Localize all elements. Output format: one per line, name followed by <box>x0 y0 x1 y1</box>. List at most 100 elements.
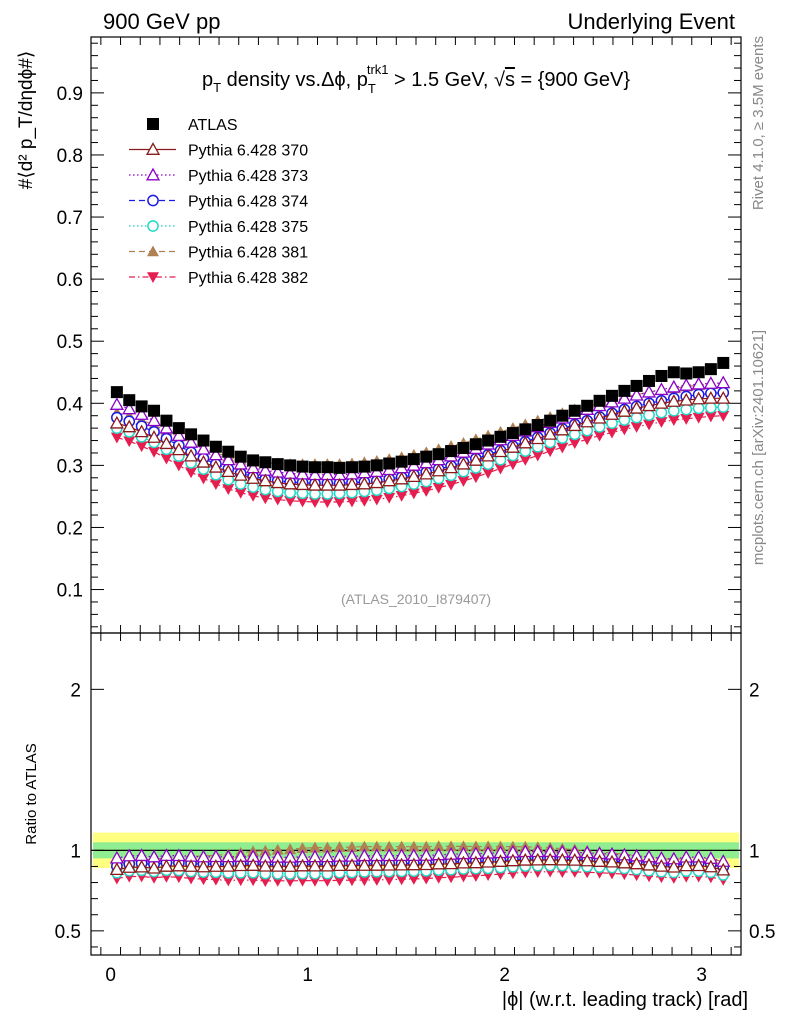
ratio-point-p382 <box>222 875 235 887</box>
y-tick-label: 0.9 <box>57 84 83 105</box>
point-ATLAS <box>680 367 693 380</box>
point-p382 <box>618 424 631 436</box>
ratio-point-p381 <box>308 841 321 853</box>
point-p382 <box>358 495 371 507</box>
point-ATLAS <box>358 460 371 473</box>
point-p382 <box>321 497 334 509</box>
ratio-point-p381 <box>420 840 433 852</box>
ratio-point-p381 <box>345 841 358 852</box>
point-p382 <box>271 494 284 506</box>
ratio-point-p381 <box>383 840 396 852</box>
y-tick-label: 0.6 <box>57 270 83 291</box>
point-ATLAS <box>432 448 445 461</box>
point-p370 <box>691 391 706 405</box>
point-ATLAS <box>308 461 321 474</box>
point-p370 <box>604 407 620 420</box>
point-p373 <box>171 428 186 442</box>
ratio-point-p370 <box>208 859 223 872</box>
point-p375 <box>705 401 717 414</box>
point-p370 <box>468 453 483 466</box>
point-ATLAS <box>209 440 222 453</box>
point-p370 <box>518 435 533 449</box>
y-tick-label: 0.7 <box>57 208 83 229</box>
point-p370 <box>456 456 471 470</box>
point-ATLAS <box>383 457 396 470</box>
point-p370 <box>295 477 310 491</box>
x-tick-label: 3 <box>696 965 707 986</box>
point-p370 <box>357 476 372 490</box>
point-p382 <box>556 442 569 454</box>
ratio-point-p370 <box>679 858 694 872</box>
point-p382 <box>110 432 123 444</box>
ratio-point-p381 <box>333 841 346 852</box>
point-ATLAS <box>618 384 631 397</box>
ratio-point-p381 <box>370 840 383 852</box>
ratio-point-p370 <box>246 858 261 871</box>
ratio-point-p370 <box>122 860 137 873</box>
ratio-point-p370 <box>617 855 632 869</box>
point-p382 <box>370 494 383 506</box>
point-p382 <box>432 482 445 494</box>
ratio-point-p381 <box>271 843 284 855</box>
ratio-point-p381 <box>321 841 334 853</box>
point-ATLAS <box>667 366 680 379</box>
point-p370 <box>307 477 323 491</box>
point-ATLAS <box>605 389 618 402</box>
point-p370 <box>567 418 582 432</box>
ratio-point-p381 <box>358 840 371 852</box>
point-p370 <box>654 395 669 409</box>
point-p382 <box>296 496 309 508</box>
point-ATLAS <box>506 427 519 440</box>
point-p375 <box>643 409 655 421</box>
point-p382 <box>123 436 136 448</box>
legend-marker <box>147 272 159 283</box>
point-p382 <box>568 438 581 450</box>
ratio-tick-label-left: 1 <box>70 841 81 862</box>
point-p382 <box>692 412 705 424</box>
point-ATLAS <box>271 458 284 471</box>
point-ATLAS <box>407 453 420 466</box>
ratio-point-p370 <box>480 854 496 868</box>
point-p373 <box>641 384 657 398</box>
legend-label: Pythia 6.428 373 <box>188 168 308 185</box>
ratio-point-p382 <box>259 876 272 887</box>
point-p382 <box>506 459 519 471</box>
legend-label: Pythia 6.428 381 <box>188 245 308 262</box>
point-p382 <box>407 488 420 500</box>
legend-marker <box>147 118 159 130</box>
point-p382 <box>333 497 346 509</box>
x-tick-label: 1 <box>302 965 313 986</box>
ratio-point-p370 <box>320 858 335 872</box>
point-p370 <box>703 390 718 404</box>
point-p382 <box>172 460 185 472</box>
ratio-point-p382 <box>209 874 222 886</box>
axes: 0.1 0.2 0.3 0.4 0.5 0.6 0.7 0.8 0.9 0.5 0.5 1 1 2 2 0 1 2… <box>55 37 775 986</box>
legend-label: Pythia 6.428 375 <box>188 219 308 236</box>
point-p370 <box>530 431 545 445</box>
point-ATLAS <box>469 438 482 451</box>
point-p382 <box>457 476 470 487</box>
point-ATLAS <box>148 404 161 417</box>
ratio-point-p370 <box>543 852 558 866</box>
mcplots-label: mcplots.cern.ch [arXiv:2401.10621] <box>750 330 767 565</box>
point-p370 <box>493 444 508 458</box>
ratio-point-p370 <box>233 858 248 872</box>
point-ATLAS <box>494 430 507 443</box>
legend-item-p382: Pythia 6.428 382 <box>129 270 308 287</box>
ratio-point-p370 <box>183 859 199 872</box>
ratio-series-p370 <box>109 852 731 876</box>
legend-label: ATLAS <box>188 117 238 134</box>
main-series <box>109 356 731 509</box>
ratio-point-p370 <box>654 858 669 872</box>
point-p370 <box>382 473 397 487</box>
ratio-point-p370 <box>468 855 483 869</box>
ratio-y-label: Ratio to ATLAS <box>23 743 40 844</box>
legend-label: Pythia 6.428 382 <box>188 270 308 287</box>
point-p373 <box>629 387 644 401</box>
ratio-point-p381 <box>284 843 297 855</box>
point-p382 <box>209 479 222 490</box>
ratio-point-p382 <box>383 874 396 886</box>
point-ATLAS <box>284 459 297 472</box>
ratio-point-p370 <box>134 859 149 873</box>
series-p382 <box>110 410 730 509</box>
